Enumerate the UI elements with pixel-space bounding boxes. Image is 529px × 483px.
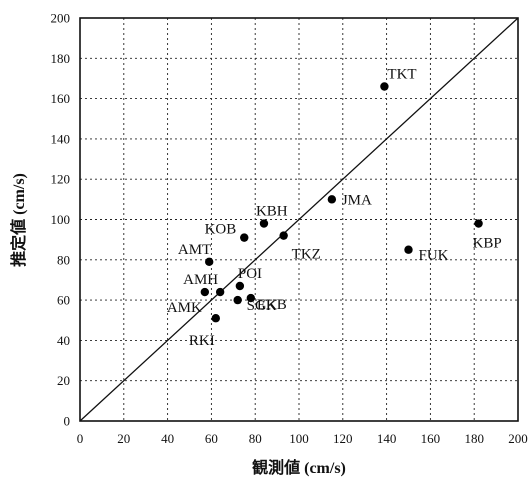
x-tick-label: 120 <box>333 431 353 446</box>
y-tick-label: 20 <box>57 373 70 388</box>
plot-frame <box>79 17 519 422</box>
y-tick-label: 140 <box>51 131 71 146</box>
y-tick-label: 40 <box>57 333 70 348</box>
point-label-tkz: TKZ <box>292 247 321 263</box>
point-label-kob: KOB <box>205 222 237 238</box>
point-label-rki: RKI <box>189 333 215 349</box>
data-point-amk <box>200 287 210 297</box>
point-label-kbh: KBH <box>256 204 288 220</box>
y-tick-label: 180 <box>51 51 71 66</box>
y-tick-label: 0 <box>64 414 71 429</box>
x-tick-label: 80 <box>249 431 262 446</box>
x-tick-label: 0 <box>77 431 84 446</box>
data-point-kob <box>240 233 249 242</box>
point-label-poi: POI <box>238 266 262 282</box>
point-label-amk: AMK <box>167 300 202 316</box>
data-point-rki <box>211 314 220 323</box>
x-tick-label: 180 <box>464 431 484 446</box>
x-tick-label: 200 <box>508 431 528 446</box>
data-point-amt <box>205 257 214 267</box>
reference-line-y-equals-x <box>79 17 519 422</box>
grid-layer <box>80 18 518 421</box>
point-label-jma: JMA <box>342 192 372 208</box>
data-point-amh <box>215 287 225 297</box>
x-tick-label: 160 <box>421 431 441 446</box>
data-point-fuk <box>404 245 413 254</box>
y-tick-label: 200 <box>51 11 71 26</box>
y-tick-label: 60 <box>57 293 70 308</box>
data-point-poi <box>235 281 245 291</box>
x-tick-labels: 0 20 40 60 80 100 120 140 160 180 200 <box>77 431 528 446</box>
data-point-tkz <box>279 231 288 240</box>
data-point-kbp <box>474 219 483 228</box>
y-axis-title: 推定値 (cm/s) <box>9 173 28 267</box>
point-label-sgk: SGK <box>247 298 277 314</box>
data-point-ekb <box>246 293 256 303</box>
point-label-amh: AMH <box>183 272 218 288</box>
point-label-tkt: TKT <box>387 67 416 83</box>
point-label-ekb: EKB <box>257 297 287 313</box>
data-point-jma <box>327 195 337 204</box>
x-tick-label: 100 <box>289 431 309 446</box>
y-tick-labels: 0 20 40 60 80 100 120 140 160 180 200 <box>51 11 71 429</box>
point-label-amt: AMT <box>178 242 211 258</box>
data-points <box>200 82 483 323</box>
y-tick-label: 100 <box>51 212 71 227</box>
x-tick-label: 140 <box>377 431 397 446</box>
data-point-tkt <box>380 82 389 91</box>
point-label-fuk: FUK <box>419 248 449 264</box>
x-tick-label: 40 <box>161 431 174 446</box>
data-point-kbh <box>259 219 269 228</box>
y-tick-label: 160 <box>51 91 71 106</box>
data-point-sgk <box>233 295 242 305</box>
y-tick-label: 80 <box>57 252 70 267</box>
x-tick-label: 60 <box>205 431 218 446</box>
point-label-kbp: KBP <box>473 236 502 252</box>
x-axis-title: 観測値 (cm/s) <box>252 458 346 477</box>
y-tick-label: 120 <box>51 172 71 187</box>
x-tick-label: 20 <box>117 431 130 446</box>
